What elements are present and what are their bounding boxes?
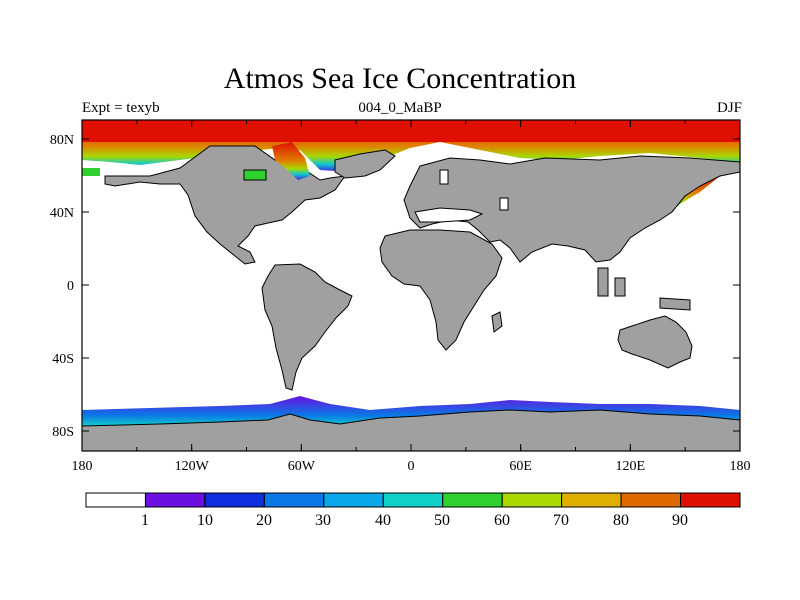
map-area bbox=[82, 120, 740, 451]
x-tick-label: 180 bbox=[730, 459, 751, 474]
plot-title: Atmos Sea Ice Concentration bbox=[223, 62, 577, 95]
y-tick-label: 40S bbox=[52, 352, 74, 367]
x-tick-label: 120E bbox=[616, 459, 646, 474]
colorbar-swatch bbox=[144, 492, 206, 508]
colorbar-swatch bbox=[501, 492, 563, 508]
colorbar-swatch bbox=[263, 492, 325, 508]
colorbar-swatch bbox=[204, 492, 265, 508]
colorbar-swatch bbox=[561, 492, 622, 508]
colorbar-label: 20 bbox=[256, 512, 272, 529]
y-tick-label: 80N bbox=[50, 133, 74, 148]
experiment-label: Expt = texyb bbox=[82, 100, 160, 116]
y-tick-label: 0 bbox=[67, 279, 74, 294]
colorbar-swatch bbox=[620, 492, 682, 508]
colorbar bbox=[85, 492, 741, 508]
colorbar-labels: 1 10 20 30 40 50 60 70 80 90 bbox=[141, 512, 688, 529]
axis-ticks bbox=[81, 120, 741, 451]
season-label: DJF bbox=[716, 100, 742, 116]
land-masses bbox=[82, 145, 740, 451]
colorbar-label: 60 bbox=[494, 512, 510, 529]
colorbar-swatch bbox=[85, 492, 146, 508]
colorbar-label: 30 bbox=[315, 512, 331, 529]
colorbar-swatch bbox=[382, 492, 444, 508]
colorbar-swatch bbox=[680, 492, 741, 508]
colorbar-label: 10 bbox=[197, 512, 213, 529]
colorbar-swatch bbox=[323, 492, 384, 508]
y-tick-label: 80S bbox=[52, 425, 74, 440]
period-label: 004_0_MaBP bbox=[358, 100, 442, 116]
x-tick-label: 0 bbox=[408, 459, 415, 474]
x-tick-label: 180 bbox=[72, 459, 93, 474]
y-tick-label: 40N bbox=[50, 206, 74, 221]
x-tick-label: 120W bbox=[175, 459, 210, 474]
colorbar-label: 50 bbox=[434, 512, 450, 529]
colorbar-label: 80 bbox=[613, 512, 629, 529]
colorbar-swatch bbox=[442, 492, 503, 508]
colorbar-label: 70 bbox=[553, 512, 569, 529]
colorbar-label: 40 bbox=[375, 512, 391, 529]
x-tick-label: 60W bbox=[288, 459, 316, 474]
colorbar-label: 1 bbox=[141, 512, 149, 529]
x-tick-label: 60E bbox=[509, 459, 532, 474]
colorbar-label: 90 bbox=[672, 512, 688, 529]
